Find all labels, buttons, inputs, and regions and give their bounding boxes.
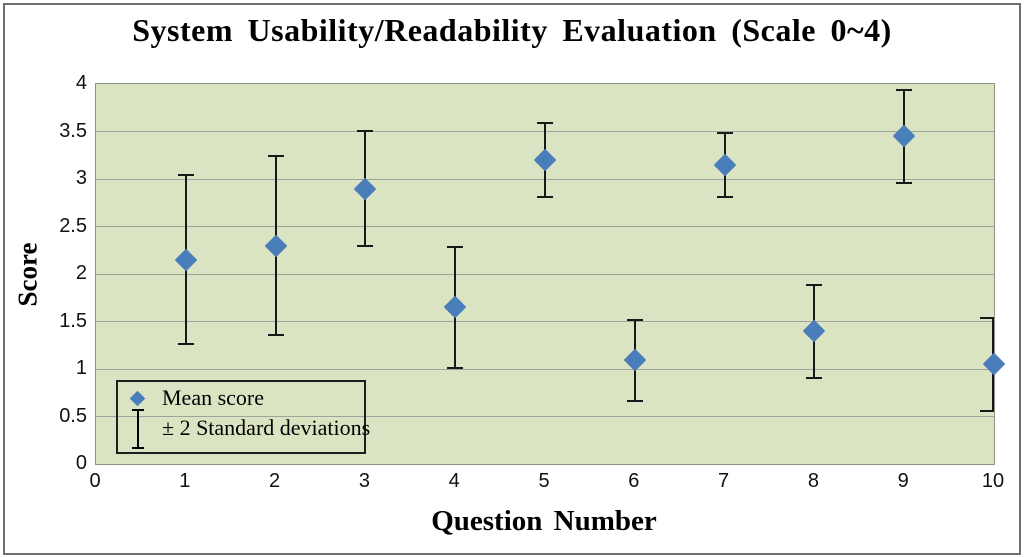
x-tick-label: 0 [89, 470, 101, 492]
x-tick-labels: 0 1 2 3 4 5 6 7 8 9 10 [89, 469, 1004, 495]
x-tick-label: 10 [981, 470, 1005, 492]
mean-score-marker [354, 177, 377, 200]
error-bar-cap-bottom [716, 196, 733, 198]
gridline [96, 226, 994, 227]
error-bar-cap-top [806, 283, 823, 286]
error-bar-cap-bottom [896, 181, 913, 184]
mean-score-marker [803, 319, 826, 343]
error-bar-cap-bottom [806, 376, 823, 379]
gridline [96, 416, 994, 417]
mean-score-marker [443, 295, 467, 319]
x-tick-label: 2 [269, 470, 281, 492]
mean-score-marker [982, 352, 1006, 376]
error-bar-cap-bottom [980, 409, 994, 412]
y-tick-labels: 4 3.5 3 2.5 2 1.5 1 0.5 0 [0, 72, 87, 474]
error-bar-cap-bottom [537, 196, 553, 198]
plot-area: Mean score ± 2 Standard deviations [95, 83, 1006, 465]
x-tick-label: 3 [358, 470, 370, 492]
y-tick-label: 1.5 [59, 309, 87, 332]
error-bar-cap-top [177, 174, 194, 177]
y-tick-label: 4 [75, 72, 87, 94]
x-tick-label: 7 [718, 470, 730, 492]
x-tick-label: 8 [807, 470, 819, 492]
legend: Mean score ± 2 Standard deviations [116, 380, 370, 454]
x-axis-title: Question Number [431, 505, 657, 537]
y-tick-label: 0 [75, 452, 87, 474]
gridline [96, 368, 994, 370]
error-bar-cap-bottom [447, 367, 464, 369]
y-tick-label: 3 [75, 167, 87, 189]
x-tick-label: 6 [628, 470, 640, 492]
mean-score-marker [264, 234, 287, 257]
x-tick-label: 5 [538, 470, 550, 492]
y-tick-label: 1 [75, 357, 87, 379]
error-bar-cap-bottom [267, 333, 284, 336]
mean-score-marker [533, 148, 557, 172]
mean-score-marker [174, 248, 198, 272]
error-bar-cap-top [267, 155, 284, 158]
error-bar-cap-top [896, 88, 913, 91]
mean-score-marker [892, 124, 916, 148]
gridline [96, 273, 994, 275]
gridline [96, 321, 994, 322]
x-tick-label: 4 [448, 470, 460, 492]
mean-score-marker [623, 348, 647, 371]
y-tick-label: 0.5 [59, 404, 87, 427]
y-tick-label: 2.5 [59, 214, 87, 237]
error-bar-icon [132, 409, 144, 449]
error-bar-cap-top [447, 245, 464, 248]
error-bar-cap-top [357, 129, 374, 132]
mean-score-marker [713, 153, 736, 177]
error-bar-cap-bottom [626, 400, 643, 403]
chart-title: System Usability/Readability Evaluation … [132, 12, 892, 48]
mean-score-diamond-icon [129, 390, 146, 407]
error-bar-cap-top [716, 131, 733, 134]
x-tick-label: 1 [179, 470, 191, 492]
error-bar-cap-bottom [177, 343, 194, 346]
error-bar-cap-bottom [357, 245, 374, 248]
x-tick-label: 9 [897, 470, 909, 492]
error-bar-cap-top [626, 318, 643, 321]
legend-label-mean-score: Mean score [162, 385, 265, 410]
y-tick-label: 3.5 [59, 119, 87, 142]
error-bar-cap-top [537, 122, 553, 124]
error-bar-cap-top [980, 316, 994, 319]
legend-label-std-deviations: ± 2 Standard deviations [162, 415, 371, 440]
y-tick-label: 2 [75, 262, 87, 284]
